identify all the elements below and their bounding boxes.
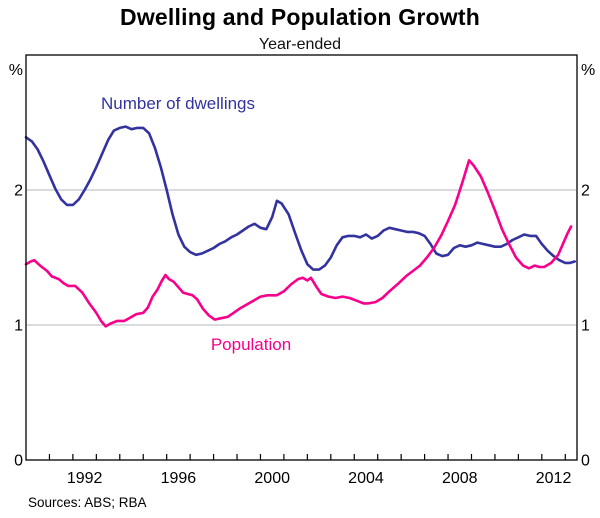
series-label-number-of-dwellings: Number of dwellings bbox=[100, 94, 256, 113]
series-label-population: Population bbox=[210, 335, 292, 354]
y-axis-unit-right: % bbox=[581, 62, 595, 79]
x-label-1992: 1992 bbox=[67, 470, 103, 487]
series-line-number-of-dwellings bbox=[24, 125, 576, 271]
x-label-2008: 2008 bbox=[442, 470, 478, 487]
y-axis-unit-left: % bbox=[9, 62, 23, 79]
source-note: Sources: ABS; RBA bbox=[28, 495, 147, 510]
series-line-population bbox=[24, 159, 573, 328]
chart-title: Dwelling and Population Growth bbox=[120, 4, 480, 30]
y-label-left-2: 2 bbox=[14, 183, 23, 200]
y-label-right-2: 2 bbox=[581, 183, 590, 200]
y-label-right-0: 0 bbox=[581, 453, 590, 470]
chart-subtitle: Year-ended bbox=[258, 36, 342, 53]
plot-frame bbox=[25, 54, 578, 461]
x-label-2012: 2012 bbox=[536, 470, 572, 487]
x-label-1996: 1996 bbox=[161, 470, 197, 487]
y-label-left-0: 0 bbox=[14, 453, 23, 470]
y-label-right-1: 1 bbox=[581, 318, 590, 335]
x-label-2004: 2004 bbox=[348, 470, 384, 487]
y-label-left-1: 1 bbox=[14, 318, 23, 335]
x-label-2000: 2000 bbox=[254, 470, 290, 487]
